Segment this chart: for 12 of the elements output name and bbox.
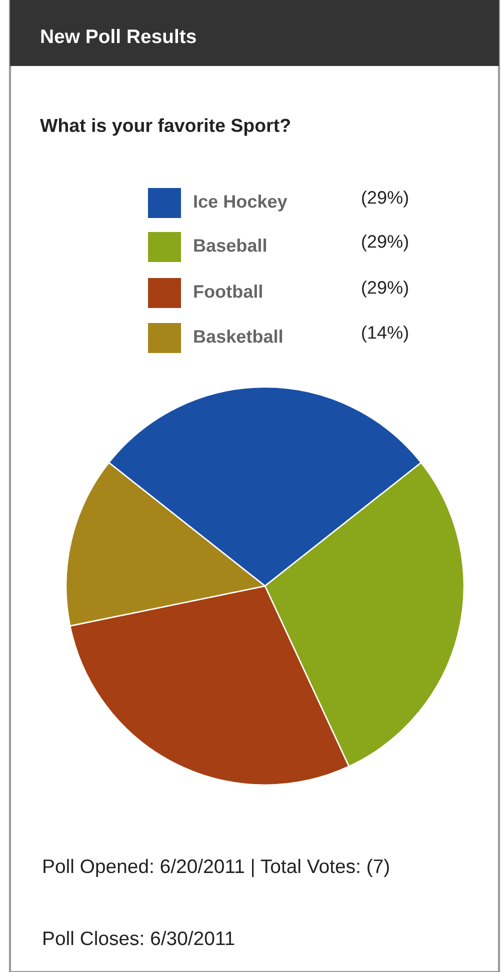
data-label: (14%) bbox=[362, 326, 408, 342]
text: Poll Opened: 6/20/2011 | Total Votes: (7) bbox=[44, 858, 389, 878]
chart-title: New Poll Results bbox=[41, 28, 196, 44]
chart-subtitle: What is your favorite Sport? bbox=[40, 118, 290, 136]
legend-label: Ice Hockey bbox=[194, 194, 288, 212]
legend-label: Baseball bbox=[194, 238, 266, 252]
data-label: (29%) bbox=[362, 234, 408, 252]
legend-label: Football bbox=[194, 284, 262, 298]
legend-label: Basketball bbox=[194, 330, 282, 343]
data-label: (29%) bbox=[362, 280, 408, 298]
data-label: (29%) bbox=[362, 190, 408, 208]
text: Poll Closes: 6/30/2011 bbox=[44, 930, 234, 946]
